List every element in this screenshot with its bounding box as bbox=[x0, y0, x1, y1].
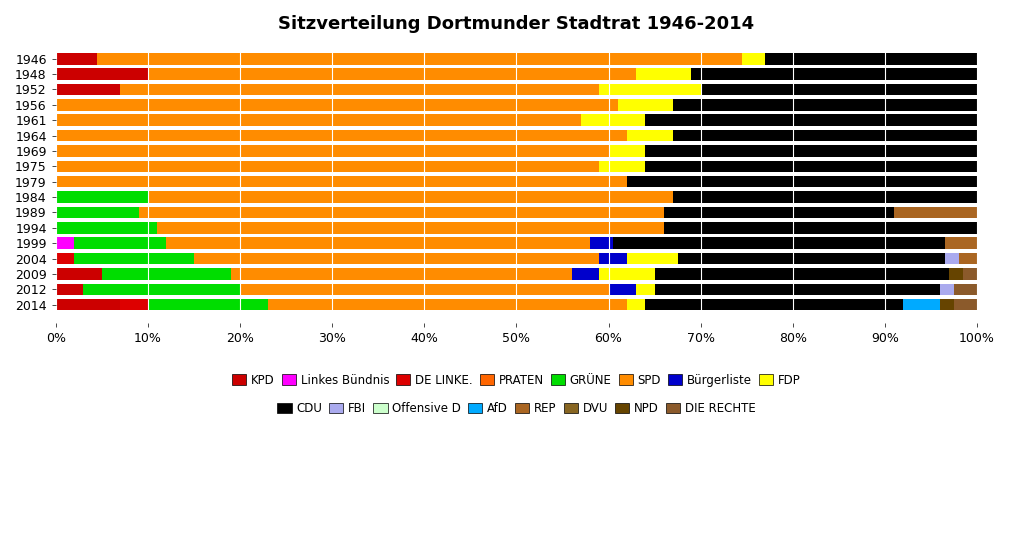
Bar bbox=[654, 283, 940, 295]
Bar bbox=[194, 253, 599, 264]
Bar bbox=[645, 115, 977, 126]
Bar bbox=[636, 68, 692, 80]
Bar bbox=[268, 299, 627, 311]
Bar bbox=[158, 222, 664, 233]
Bar bbox=[74, 237, 167, 249]
Bar bbox=[940, 283, 954, 295]
Bar bbox=[766, 53, 977, 65]
Bar bbox=[627, 176, 977, 187]
Bar bbox=[147, 191, 673, 203]
Bar bbox=[599, 268, 654, 280]
Bar bbox=[56, 253, 74, 264]
Bar bbox=[56, 68, 147, 80]
Bar bbox=[147, 68, 636, 80]
Bar bbox=[84, 283, 240, 295]
Bar bbox=[645, 161, 977, 172]
Bar bbox=[572, 268, 599, 280]
Bar bbox=[56, 115, 581, 126]
Bar bbox=[613, 237, 944, 249]
Bar bbox=[664, 207, 894, 218]
Bar bbox=[645, 299, 903, 311]
Bar bbox=[599, 253, 627, 264]
Bar bbox=[120, 299, 147, 311]
Bar bbox=[742, 53, 766, 65]
Bar bbox=[627, 130, 673, 141]
Bar bbox=[903, 299, 940, 311]
Bar bbox=[120, 84, 599, 95]
Bar bbox=[944, 253, 958, 264]
Bar bbox=[701, 84, 977, 95]
Bar bbox=[56, 84, 120, 95]
Bar bbox=[692, 68, 977, 80]
Bar bbox=[590, 237, 613, 249]
Bar bbox=[627, 253, 678, 264]
Bar bbox=[167, 237, 590, 249]
Bar bbox=[944, 237, 977, 249]
Bar bbox=[56, 176, 627, 187]
Bar bbox=[56, 268, 102, 280]
Bar bbox=[581, 115, 645, 126]
Bar bbox=[74, 253, 194, 264]
Bar bbox=[97, 53, 742, 65]
Bar bbox=[599, 161, 645, 172]
Bar bbox=[664, 222, 977, 233]
Legend: CDU, FBI, Offensive D, AfD, REP, DVU, NPD, DIE RECHTE: CDU, FBI, Offensive D, AfD, REP, DVU, NP… bbox=[273, 397, 761, 420]
Bar bbox=[645, 145, 977, 157]
Bar bbox=[56, 222, 158, 233]
Bar bbox=[654, 268, 949, 280]
Bar bbox=[618, 99, 673, 111]
Bar bbox=[56, 130, 627, 141]
Bar bbox=[56, 191, 147, 203]
Title: Sitzverteilung Dortmunder Stadtrat 1946-2014: Sitzverteilung Dortmunder Stadtrat 1946-… bbox=[279, 15, 754, 33]
Bar bbox=[56, 145, 609, 157]
Bar bbox=[599, 84, 701, 95]
Bar bbox=[949, 268, 964, 280]
Bar bbox=[636, 283, 654, 295]
Bar bbox=[894, 207, 977, 218]
Bar bbox=[56, 237, 74, 249]
Bar bbox=[56, 283, 84, 295]
Bar bbox=[954, 283, 977, 295]
Bar bbox=[231, 268, 572, 280]
Bar bbox=[940, 299, 954, 311]
Bar bbox=[954, 299, 977, 311]
Bar bbox=[56, 207, 138, 218]
Bar bbox=[609, 283, 636, 295]
Bar bbox=[673, 99, 977, 111]
Bar bbox=[627, 299, 645, 311]
Bar bbox=[964, 268, 977, 280]
Bar bbox=[609, 145, 645, 157]
Bar bbox=[678, 253, 944, 264]
Bar bbox=[102, 268, 231, 280]
Bar bbox=[673, 191, 977, 203]
Bar bbox=[147, 299, 268, 311]
Bar bbox=[56, 161, 599, 172]
Bar bbox=[56, 99, 618, 111]
Bar bbox=[56, 299, 120, 311]
Bar bbox=[56, 53, 97, 65]
Bar bbox=[673, 130, 977, 141]
Bar bbox=[240, 283, 609, 295]
Bar bbox=[138, 207, 664, 218]
Bar bbox=[958, 253, 977, 264]
